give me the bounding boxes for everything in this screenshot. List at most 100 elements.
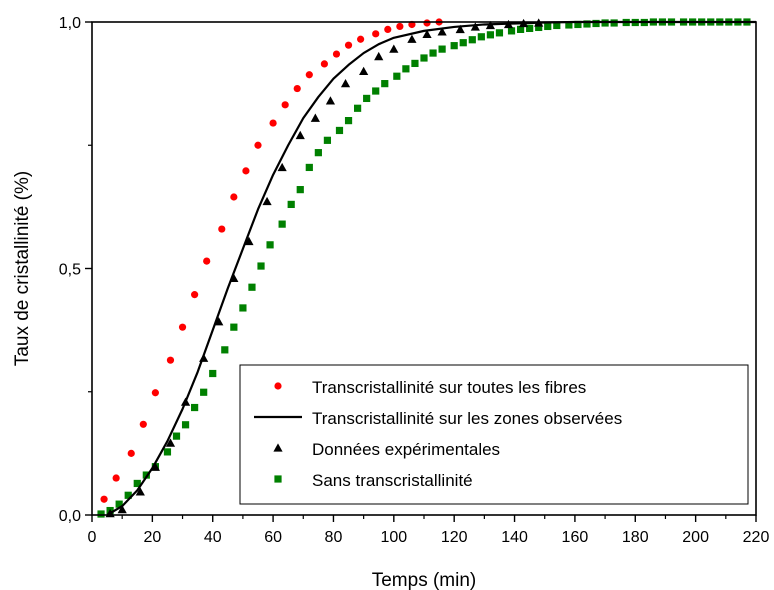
- data-point-square: [257, 262, 265, 270]
- legend-box: [239, 364, 749, 505]
- x-tick-label: 0: [88, 529, 97, 546]
- data-point-square: [583, 20, 591, 28]
- data-point-square: [287, 200, 295, 209]
- data-point-circle: [242, 167, 250, 175]
- data-point-square: [381, 80, 389, 88]
- data-point-square: [516, 25, 525, 33]
- data-point-square: [230, 323, 238, 331]
- y-tick-label: 1,0: [59, 15, 81, 32]
- data-point-square: [248, 283, 256, 291]
- data-point-circle: [344, 41, 353, 49]
- data-point-square: [468, 36, 476, 44]
- x-tick-label: 60: [264, 529, 282, 546]
- data-point-circle: [230, 193, 238, 201]
- data-point-circle: [218, 225, 226, 233]
- legend-entry-green-squares: Sans transcristallinité: [274, 471, 473, 490]
- data-point-square: [239, 304, 247, 312]
- data-point-circle: [127, 449, 135, 457]
- data-point-triangle: [389, 44, 399, 53]
- data-point-triangle: [470, 22, 480, 31]
- x-tick-label: 120: [441, 529, 468, 546]
- data-point-square: [163, 448, 172, 456]
- data-point-square: [535, 23, 543, 32]
- plot-area: 0 20 40 60 80 100 120 140 160 180 200 220 0,0 0,5 1,0: [59, 15, 770, 546]
- legend-entry-black-line: Transcristallinité sur les zones observé…: [254, 409, 622, 428]
- data-point-square: [429, 49, 437, 57]
- data-point-triangle: [135, 487, 145, 496]
- data-point-triangle: [229, 273, 239, 283]
- data-point-circle: [281, 101, 289, 109]
- data-point-circle: [332, 50, 341, 58]
- legend-label-donnees-experimentales: Données expérimentales: [312, 440, 500, 459]
- data-point-square: [526, 24, 534, 33]
- data-point-triangle: [277, 162, 287, 172]
- data-point-circle: [320, 60, 328, 68]
- data-point-circle: [166, 356, 175, 364]
- data-point-triangle: [340, 79, 351, 88]
- data-point-square: [544, 22, 552, 31]
- data-point-square: [420, 54, 428, 62]
- legend-label-sans-transcristallinite: Sans transcristallinité: [312, 471, 473, 490]
- data-point-circle: [357, 35, 365, 43]
- data-point-square: [314, 149, 322, 157]
- series-points-circle: [100, 18, 443, 503]
- series-points-triangle: [105, 18, 544, 518]
- y-axis-title: Taux de cristallinité (%): [12, 171, 33, 366]
- data-point-square: [124, 491, 132, 499]
- x-tick-label: 220: [743, 529, 770, 546]
- data-point-square: [393, 72, 401, 80]
- data-point-square: [142, 471, 150, 479]
- legend-square-sample: [274, 475, 282, 483]
- data-point-square: [191, 403, 199, 412]
- data-point-triangle: [165, 438, 176, 447]
- data-point-square: [335, 126, 344, 135]
- data-point-square: [305, 163, 313, 172]
- data-point-circle: [151, 389, 159, 397]
- data-point-square: [278, 220, 286, 228]
- data-point-circle: [269, 119, 277, 127]
- x-tick-label: 80: [325, 529, 343, 546]
- data-point-triangle: [407, 34, 417, 43]
- data-point-square: [200, 388, 208, 396]
- x-tick-label: 40: [204, 529, 222, 546]
- x-tick-label: 200: [682, 529, 709, 546]
- data-point-square: [402, 65, 410, 73]
- ticks-layer: 0 20 40 60 80 100 120 140 160 180 200 220 0,0 0,5 1,0: [59, 15, 770, 546]
- data-point-square: [477, 33, 485, 41]
- data-point-square: [438, 45, 446, 53]
- x-tick-label: 140: [501, 529, 528, 546]
- data-point-square: [450, 42, 458, 50]
- y-tick-label: 0,5: [59, 262, 81, 279]
- legend-marker-square: [274, 475, 282, 483]
- data-point-triangle: [359, 66, 369, 75]
- legend-marker-circle: [274, 382, 282, 390]
- data-point-square: [266, 241, 274, 249]
- data-point-square: [323, 136, 332, 144]
- data-point-circle: [178, 323, 187, 331]
- data-point-triangle: [437, 27, 447, 36]
- data-point-square: [181, 421, 190, 429]
- legend-marker-triangle: [273, 443, 283, 452]
- data-point-square: [172, 432, 181, 440]
- data-point-square: [221, 346, 229, 354]
- data-point-circle: [293, 84, 301, 93]
- data-point-triangle: [374, 51, 384, 61]
- data-point-circle: [396, 22, 404, 31]
- legend-triangle-sample: [273, 443, 283, 452]
- data-point-triangle: [214, 317, 224, 326]
- data-point-square: [411, 59, 419, 68]
- data-point-square: [363, 94, 371, 103]
- data-point-circle: [372, 30, 380, 38]
- x-axis-title: Temps (min): [372, 570, 477, 590]
- data-point-triangle: [117, 504, 127, 514]
- data-point-triangle: [455, 24, 465, 34]
- x-tick-label: 20: [143, 529, 161, 546]
- data-point-square: [495, 29, 504, 37]
- data-point-square: [133, 479, 141, 488]
- legend: Transcristallinité sur toutes les fibres…: [239, 364, 749, 505]
- data-point-square: [486, 31, 494, 39]
- data-point-triangle: [150, 462, 160, 471]
- data-point-circle: [423, 19, 431, 27]
- data-point-square: [97, 510, 105, 518]
